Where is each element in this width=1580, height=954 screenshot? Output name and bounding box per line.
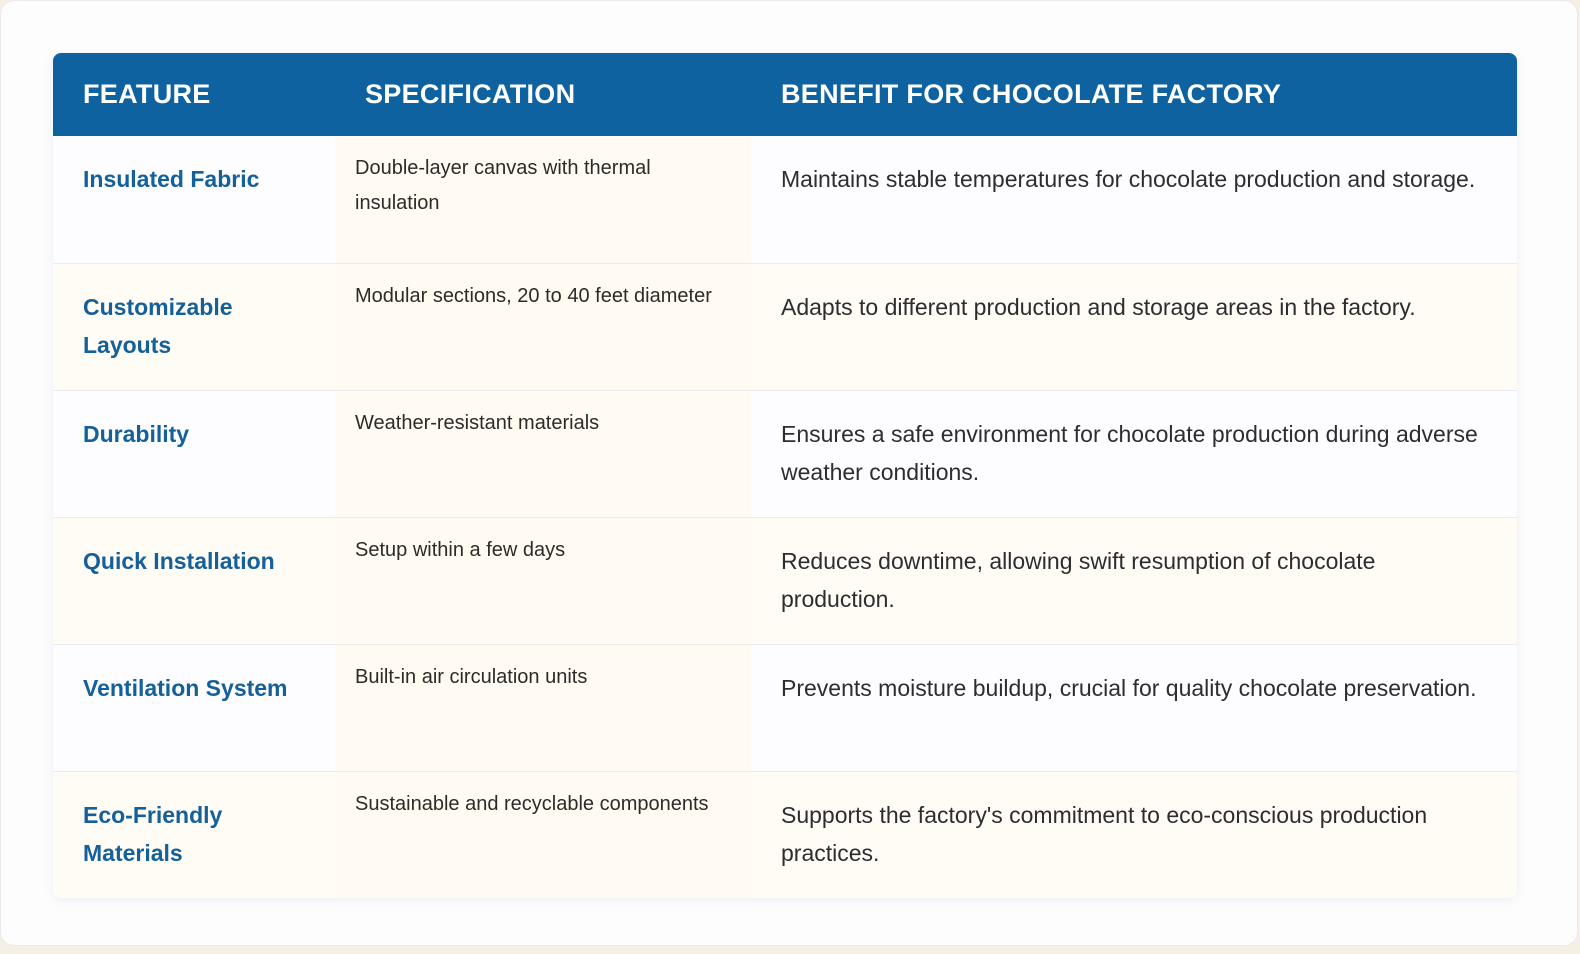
- benefit-cell: Maintains stable temperatures for chocol…: [781, 166, 1476, 192]
- feature-cell: Customizable Layouts: [83, 293, 233, 358]
- table-header: Feature Specification Benefit for Chocol…: [53, 53, 1517, 136]
- feature-cell: Durability: [83, 420, 190, 447]
- specification-cell: Double-layer canvas with thermal insulat…: [335, 136, 751, 263]
- benefit-cell: Adapts to different production and stora…: [781, 293, 1416, 320]
- header-feature: Feature: [83, 79, 211, 109]
- features-table: Feature Specification Benefit for Chocol…: [53, 53, 1517, 898]
- table-row: Insulated Fabric Double-layer canvas wit…: [53, 136, 1517, 263]
- header-benefit: Benefit for Chocolate Factory: [781, 79, 1282, 109]
- table-row: Ventilation System Built-in air circulat…: [53, 644, 1517, 771]
- table-row: Customizable Layouts Modular sections, 2…: [53, 263, 1517, 390]
- specification-cell: Weather-resistant materials: [335, 390, 751, 517]
- specification-cell: Sustainable and recyclable components: [335, 771, 751, 898]
- benefit-cell: Reduces downtime, allowing swift resumpt…: [781, 547, 1376, 612]
- header-row: Feature Specification Benefit for Chocol…: [53, 53, 1517, 136]
- table-row: Durability Weather-resistant materials E…: [53, 390, 1517, 517]
- specification-cell: Modular sections, 20 to 40 feet diameter: [335, 263, 751, 390]
- table-body: Insulated Fabric Double-layer canvas wit…: [53, 136, 1517, 898]
- benefit-cell: Supports the factory's commitment to eco…: [781, 801, 1428, 866]
- feature-cell: Ventilation System: [83, 674, 288, 701]
- specification-cell: Setup within a few days: [335, 517, 751, 644]
- feature-cell: Eco-Friendly Materials: [83, 801, 223, 866]
- feature-cell: Quick Installation: [83, 547, 275, 574]
- feature-cell: Insulated Fabric: [83, 166, 260, 192]
- features-table-container: Feature Specification Benefit for Chocol…: [53, 53, 1517, 898]
- benefit-cell: Ensures a safe environment for chocolate…: [781, 420, 1478, 485]
- table-row: Eco-Friendly Materials Sustainable and r…: [53, 771, 1517, 898]
- table-row: Quick Installation Setup within a few da…: [53, 517, 1517, 644]
- header-specification: Specification: [365, 79, 576, 109]
- benefit-cell: Prevents moisture buildup, crucial for q…: [781, 674, 1477, 701]
- specification-cell: Built-in air circulation units: [335, 644, 751, 771]
